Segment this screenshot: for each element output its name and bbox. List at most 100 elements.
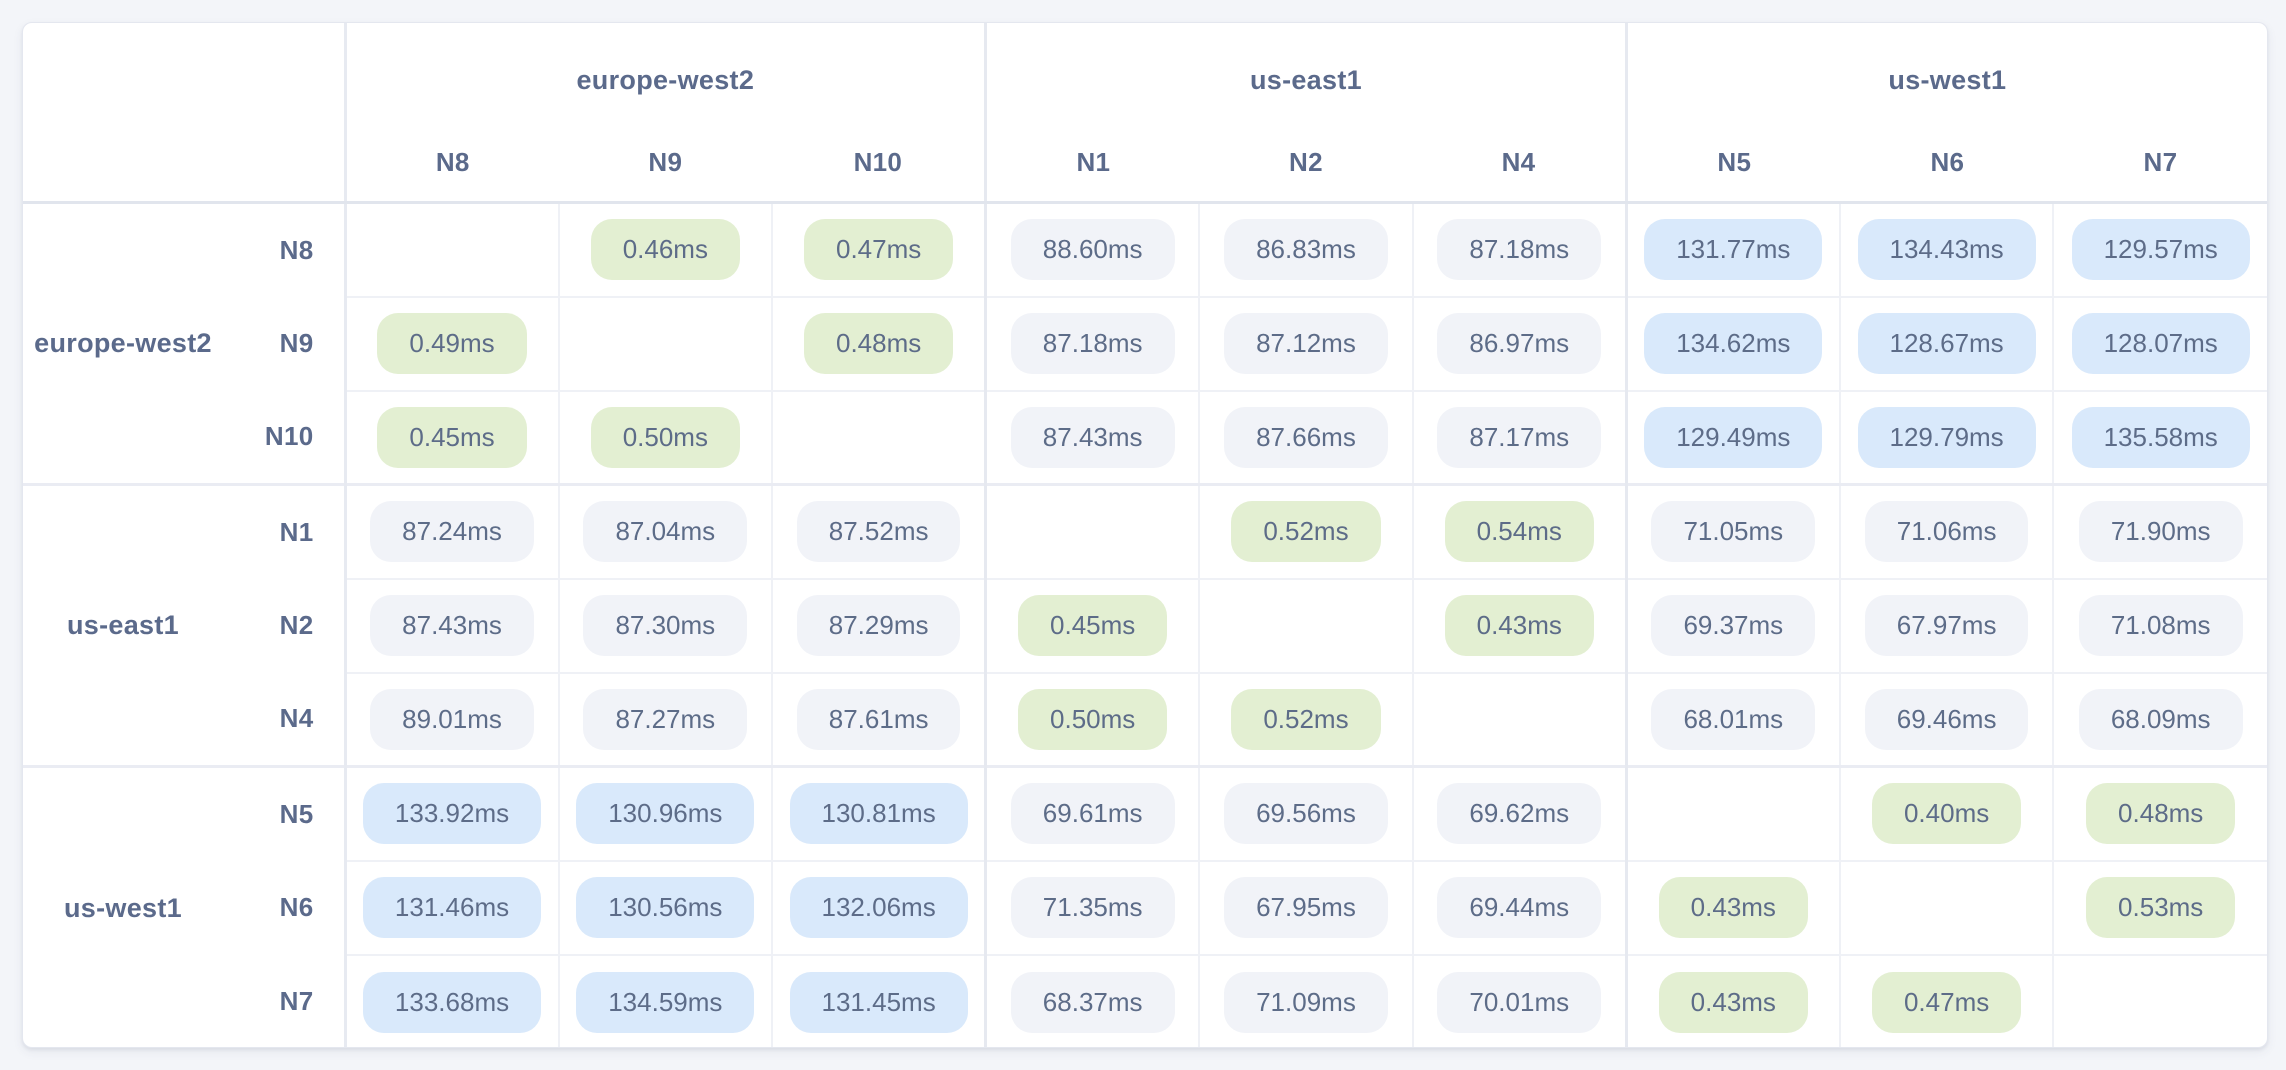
latency-pill[interactable]: 87.18ms xyxy=(1437,219,1602,281)
latency-cell[interactable]: 128.67ms xyxy=(1838,295,2054,391)
latency-pill[interactable]: 68.01ms xyxy=(1651,688,1816,750)
latency-cell[interactable]: 69.56ms xyxy=(1198,765,1413,861)
latency-cell[interactable]: 87.43ms xyxy=(984,389,1200,485)
latency-pill[interactable]: 132.06ms xyxy=(789,877,968,938)
latency-cell[interactable]: 134.43ms xyxy=(1838,202,2054,297)
latency-pill[interactable]: 89.01ms xyxy=(370,688,534,750)
latency-pill[interactable]: 69.44ms xyxy=(1437,877,1602,938)
latency-pill[interactable]: 0.47ms xyxy=(1871,971,2022,1033)
latency-cell[interactable]: 86.83ms xyxy=(1198,202,1413,297)
latency-pill[interactable]: 86.97ms xyxy=(1437,313,1602,374)
latency-cell[interactable]: 70.01ms xyxy=(1411,953,1627,1047)
latency-pill[interactable]: 0.48ms xyxy=(2086,783,2236,845)
latency-pill[interactable]: 71.09ms xyxy=(1224,971,1388,1033)
latency-cell[interactable]: 0.54ms xyxy=(1411,483,1627,579)
latency-cell[interactable]: 67.95ms xyxy=(1198,859,1413,955)
latency-cell[interactable]: 71.90ms xyxy=(2052,483,2267,579)
latency-cell[interactable]: 87.24ms xyxy=(345,483,559,579)
latency-cell[interactable]: 69.37ms xyxy=(1624,577,1840,673)
latency-cell[interactable]: 132.06ms xyxy=(771,859,986,955)
latency-cell[interactable]: 129.49ms xyxy=(1624,389,1840,485)
latency-cell[interactable]: 0.45ms xyxy=(345,389,559,485)
latency-cell[interactable]: 129.79ms xyxy=(1838,389,2054,485)
latency-pill[interactable]: 134.59ms xyxy=(576,971,755,1033)
latency-pill[interactable]: 135.58ms xyxy=(2071,406,2250,468)
latency-cell[interactable]: 69.44ms xyxy=(1411,859,1627,955)
latency-pill[interactable]: 87.30ms xyxy=(583,595,748,656)
latency-pill[interactable]: 87.18ms xyxy=(1010,313,1175,374)
latency-pill[interactable]: 130.96ms xyxy=(576,783,755,845)
latency-cell[interactable]: 129.57ms xyxy=(2052,202,2267,297)
latency-pill[interactable]: 71.35ms xyxy=(1010,877,1175,938)
latency-cell[interactable]: 0.52ms xyxy=(1198,671,1413,767)
latency-pill[interactable]: 128.67ms xyxy=(1857,313,2036,374)
latency-cell[interactable]: 0.46ms xyxy=(557,202,773,297)
latency-pill[interactable]: 131.46ms xyxy=(362,877,542,938)
latency-pill[interactable]: 0.47ms xyxy=(803,219,954,281)
latency-pill[interactable]: 87.52ms xyxy=(796,501,961,563)
latency-cell[interactable]: 71.05ms xyxy=(1624,483,1840,579)
latency-pill[interactable]: 129.49ms xyxy=(1644,406,1823,468)
latency-pill[interactable]: 0.40ms xyxy=(1871,783,2022,845)
latency-pill[interactable]: 0.52ms xyxy=(1231,501,1381,563)
latency-cell[interactable]: 130.81ms xyxy=(771,765,986,861)
latency-pill[interactable]: 71.08ms xyxy=(2078,595,2243,656)
latency-pill[interactable]: 0.48ms xyxy=(803,313,954,374)
latency-pill[interactable]: 87.24ms xyxy=(370,501,534,563)
latency-cell[interactable]: 0.53ms xyxy=(2052,859,2267,955)
latency-cell[interactable]: 69.62ms xyxy=(1411,765,1627,861)
latency-pill[interactable]: 69.62ms xyxy=(1437,783,1602,845)
latency-pill[interactable]: 134.43ms xyxy=(1857,219,2036,281)
latency-cell[interactable]: 134.59ms xyxy=(557,953,773,1047)
latency-pill[interactable]: 71.90ms xyxy=(2078,501,2243,563)
latency-cell[interactable]: 87.52ms xyxy=(771,483,986,579)
latency-cell[interactable]: 69.61ms xyxy=(984,765,1200,861)
latency-cell[interactable]: 0.40ms xyxy=(1838,765,2054,861)
latency-cell[interactable]: 0.47ms xyxy=(771,202,986,297)
latency-cell[interactable]: 87.12ms xyxy=(1198,295,1413,391)
latency-cell[interactable]: 131.77ms xyxy=(1624,202,1840,297)
latency-cell[interactable]: 0.48ms xyxy=(2052,765,2267,861)
latency-cell[interactable]: 133.92ms xyxy=(345,765,559,861)
latency-cell[interactable]: 0.50ms xyxy=(557,389,773,485)
latency-cell[interactable]: 68.01ms xyxy=(1624,671,1840,767)
latency-cell[interactable]: 87.66ms xyxy=(1198,389,1413,485)
latency-pill[interactable]: 133.68ms xyxy=(362,971,542,1033)
latency-pill[interactable]: 69.61ms xyxy=(1010,783,1175,845)
latency-pill[interactable]: 71.06ms xyxy=(1864,501,2029,563)
latency-pill[interactable]: 129.79ms xyxy=(1857,406,2036,468)
latency-cell[interactable]: 0.52ms xyxy=(1198,483,1413,579)
latency-pill[interactable]: 87.17ms xyxy=(1437,406,1602,468)
latency-cell[interactable]: 71.35ms xyxy=(984,859,1200,955)
latency-pill[interactable]: 0.45ms xyxy=(1018,595,1168,656)
latency-cell[interactable]: 87.27ms xyxy=(557,671,773,767)
latency-cell[interactable]: 87.61ms xyxy=(771,671,986,767)
latency-pill[interactable]: 87.43ms xyxy=(370,595,534,656)
latency-cell[interactable]: 0.43ms xyxy=(1624,859,1840,955)
latency-cell[interactable]: 87.43ms xyxy=(345,577,559,673)
latency-cell[interactable]: 130.56ms xyxy=(557,859,773,955)
latency-pill[interactable]: 67.97ms xyxy=(1864,595,2029,656)
latency-cell[interactable]: 87.18ms xyxy=(1411,202,1627,297)
latency-cell[interactable]: 87.30ms xyxy=(557,577,773,673)
latency-pill[interactable]: 130.56ms xyxy=(576,877,755,938)
latency-pill[interactable]: 0.43ms xyxy=(1658,877,1808,938)
latency-cell[interactable]: 0.48ms xyxy=(771,295,986,391)
latency-pill[interactable]: 87.12ms xyxy=(1224,313,1388,374)
latency-pill[interactable]: 69.37ms xyxy=(1651,595,1816,656)
latency-pill[interactable]: 0.43ms xyxy=(1658,971,1808,1033)
latency-pill[interactable]: 0.52ms xyxy=(1231,688,1381,750)
latency-cell[interactable]: 67.97ms xyxy=(1838,577,2054,673)
latency-cell[interactable]: 87.29ms xyxy=(771,577,986,673)
latency-cell[interactable]: 68.37ms xyxy=(984,953,1200,1047)
latency-pill[interactable]: 86.83ms xyxy=(1224,219,1388,281)
latency-pill[interactable]: 0.54ms xyxy=(1444,501,1594,563)
latency-pill[interactable]: 0.53ms xyxy=(2086,877,2236,938)
latency-pill[interactable]: 87.27ms xyxy=(583,688,748,750)
latency-pill[interactable]: 88.60ms xyxy=(1010,219,1175,281)
latency-pill[interactable]: 0.46ms xyxy=(590,219,740,281)
latency-pill[interactable]: 68.09ms xyxy=(2078,688,2243,750)
latency-cell[interactable]: 131.46ms xyxy=(345,859,559,955)
latency-cell[interactable]: 0.49ms xyxy=(345,295,559,391)
latency-cell[interactable]: 68.09ms xyxy=(2052,671,2267,767)
